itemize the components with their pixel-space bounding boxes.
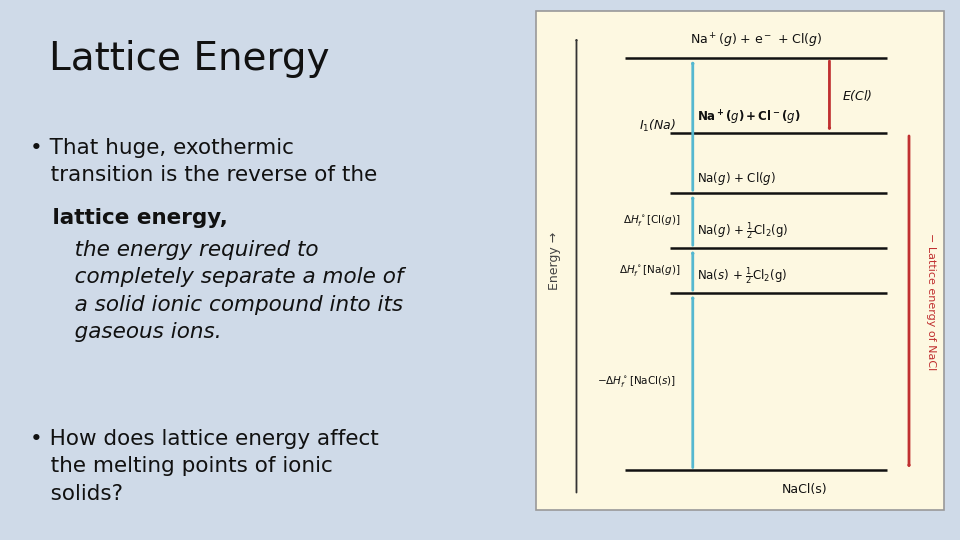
Text: the energy required to
   completely separate a mole of
   a solid ionic compoun: the energy required to completely separa… [54, 240, 404, 342]
Text: $\Delta H^\circ_f$[Na$(g)$]: $\Delta H^\circ_f$[Na$(g)$] [619, 263, 681, 278]
Text: $I_1$(Na): $I_1$(Na) [639, 118, 677, 134]
Text: $\mathbf{Na^+(}g\mathbf{) + Cl^-(}g\mathbf{)}$: $\mathbf{Na^+(}g\mathbf{) + Cl^-(}g\math… [697, 109, 801, 127]
Text: • That huge, exothermic
   transition is the reverse of the: • That huge, exothermic transition is th… [30, 138, 377, 185]
Text: Na$(g)$ + Cl$(g)$: Na$(g)$ + Cl$(g)$ [697, 170, 776, 187]
Text: Lattice Energy: Lattice Energy [49, 40, 329, 78]
Text: $\Delta H^\circ_f$[Cl$(g)$]: $\Delta H^\circ_f$[Cl$(g)$] [623, 213, 681, 228]
Text: Na$(s)$ + $\frac{1}{2}$Cl$_2$(g): Na$(s)$ + $\frac{1}{2}$Cl$_2$(g) [697, 265, 787, 287]
Text: Energy →: Energy → [547, 232, 561, 289]
Text: Na$^+$$(g)$ + e$^-$ + Cl$(g)$: Na$^+$$(g)$ + e$^-$ + Cl$(g)$ [689, 32, 823, 50]
Text: • How does lattice energy affect
   the melting points of ionic
   solids?: • How does lattice energy affect the mel… [30, 429, 378, 504]
Text: $-\Delta H^\circ_f$[NaCl$(s)$]: $-\Delta H^\circ_f$[NaCl$(s)$] [597, 374, 677, 389]
Text: $E$(Cl): $E$(Cl) [842, 88, 873, 103]
FancyBboxPatch shape [536, 11, 944, 510]
Text: NaCl(s): NaCl(s) [782, 483, 828, 496]
Text: Na$(g)$ + $\frac{1}{2}$Cl$_2$(g): Na$(g)$ + $\frac{1}{2}$Cl$_2$(g) [697, 220, 788, 241]
Text: lattice energy,: lattice energy, [30, 208, 228, 228]
Text: − Lattice energy of NaCl: − Lattice energy of NaCl [926, 233, 936, 370]
